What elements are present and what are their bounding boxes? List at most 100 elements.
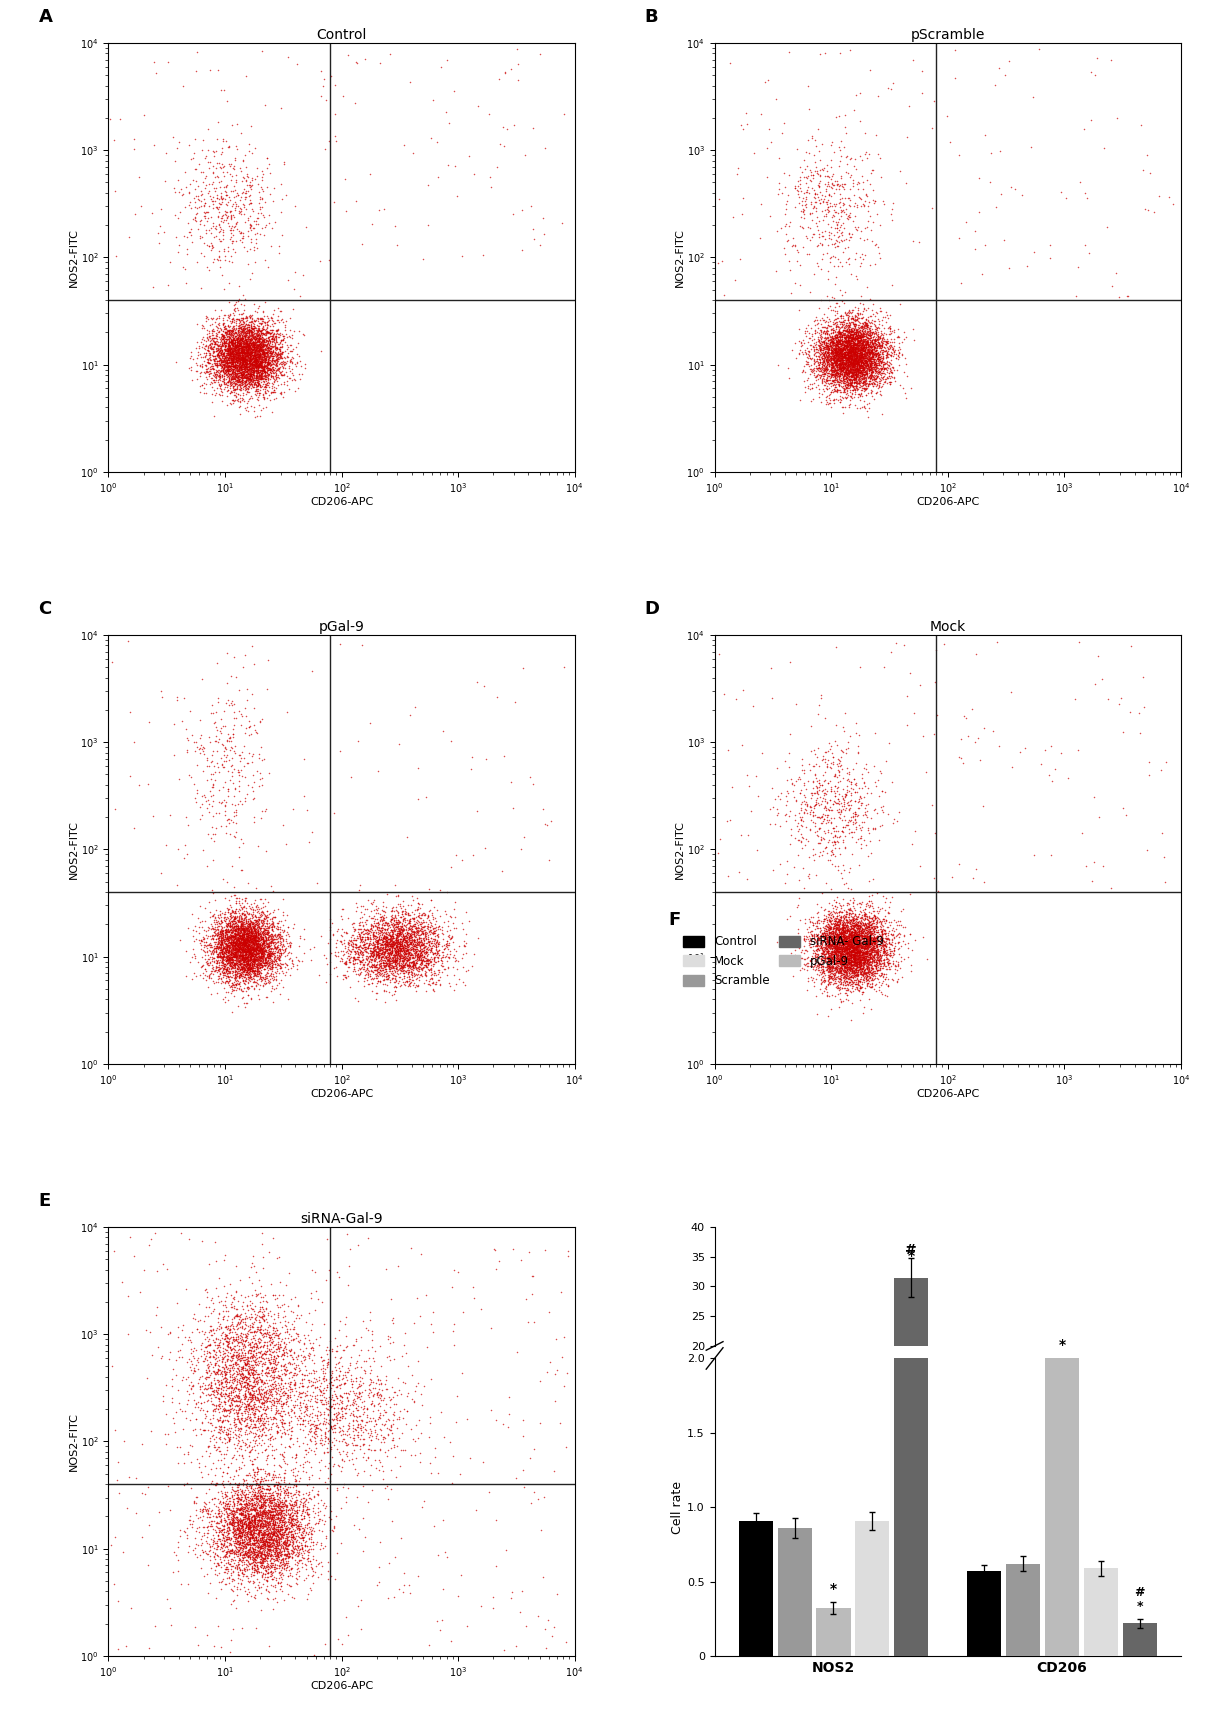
Point xyxy=(280,347,299,374)
Point xyxy=(241,916,260,944)
Point xyxy=(239,949,258,976)
Point xyxy=(228,319,247,347)
Point xyxy=(266,350,286,378)
Point xyxy=(840,916,859,944)
Point xyxy=(393,1404,412,1431)
Point xyxy=(236,1510,255,1538)
Point xyxy=(819,347,839,374)
Point xyxy=(229,314,248,341)
Point xyxy=(841,939,860,966)
Point xyxy=(844,947,863,975)
Point xyxy=(351,927,370,954)
Point xyxy=(352,925,371,952)
Point xyxy=(829,333,848,360)
Point xyxy=(853,329,872,357)
Point xyxy=(813,333,833,360)
Point xyxy=(834,944,853,971)
Point xyxy=(840,896,859,923)
Point xyxy=(844,359,863,386)
Point xyxy=(771,779,790,807)
Point xyxy=(240,934,259,961)
Point xyxy=(856,937,875,964)
Point xyxy=(201,1321,221,1349)
Point xyxy=(828,915,847,942)
Point xyxy=(253,336,272,364)
Point xyxy=(862,937,881,964)
Point xyxy=(830,352,850,379)
Point xyxy=(858,329,877,357)
Point xyxy=(233,369,252,396)
Point xyxy=(935,630,954,657)
Point xyxy=(230,1505,249,1532)
Point xyxy=(829,786,848,813)
Point xyxy=(848,341,868,369)
Point xyxy=(234,350,253,378)
Point xyxy=(213,357,233,384)
Point xyxy=(851,360,870,388)
Point xyxy=(860,940,880,968)
Point xyxy=(842,819,862,846)
Point xyxy=(229,843,248,870)
Point xyxy=(227,1381,246,1409)
Point xyxy=(395,908,415,935)
Point xyxy=(221,353,240,381)
Point xyxy=(258,1476,277,1503)
Point xyxy=(806,937,825,964)
Point xyxy=(261,940,281,968)
Point xyxy=(345,949,364,976)
Point xyxy=(394,934,413,961)
Point xyxy=(228,1472,247,1500)
Point xyxy=(217,1323,236,1350)
Point xyxy=(822,909,841,937)
Point xyxy=(841,932,860,959)
Point xyxy=(822,340,841,367)
Point xyxy=(282,338,301,366)
Point xyxy=(223,343,242,371)
Point xyxy=(857,970,876,997)
Point xyxy=(263,975,282,1002)
Point xyxy=(266,1534,286,1562)
Point xyxy=(825,935,845,963)
Point xyxy=(234,916,253,944)
Point xyxy=(259,1467,278,1495)
Point xyxy=(424,947,443,975)
Point xyxy=(837,304,857,331)
Point xyxy=(224,954,243,982)
Point xyxy=(221,1524,240,1551)
Point xyxy=(398,937,417,964)
Point xyxy=(836,782,856,810)
Point xyxy=(237,1495,257,1522)
Point xyxy=(213,1520,233,1548)
Point xyxy=(247,335,266,362)
Point xyxy=(208,928,228,956)
Point xyxy=(339,946,358,973)
Point xyxy=(364,940,383,968)
Point xyxy=(415,954,434,982)
Point xyxy=(221,882,240,909)
Point xyxy=(230,916,249,944)
Point xyxy=(433,939,452,966)
Point xyxy=(233,333,252,360)
Point xyxy=(221,1500,240,1527)
Point xyxy=(400,934,419,961)
Point xyxy=(204,1529,223,1556)
Point xyxy=(311,1378,330,1405)
Point xyxy=(263,360,282,388)
Point xyxy=(223,323,242,350)
Point xyxy=(236,353,255,381)
Point xyxy=(253,909,272,937)
Point xyxy=(841,316,860,343)
Point xyxy=(265,1558,284,1586)
Point xyxy=(101,105,121,132)
Point xyxy=(248,937,268,964)
Point xyxy=(245,323,264,350)
Point xyxy=(222,328,241,355)
Point xyxy=(236,196,255,223)
Point xyxy=(830,350,850,378)
Point xyxy=(864,942,883,970)
Point xyxy=(260,951,280,978)
Point xyxy=(234,1373,253,1400)
Point xyxy=(835,918,854,946)
Point xyxy=(386,903,405,930)
Point xyxy=(252,1596,271,1623)
